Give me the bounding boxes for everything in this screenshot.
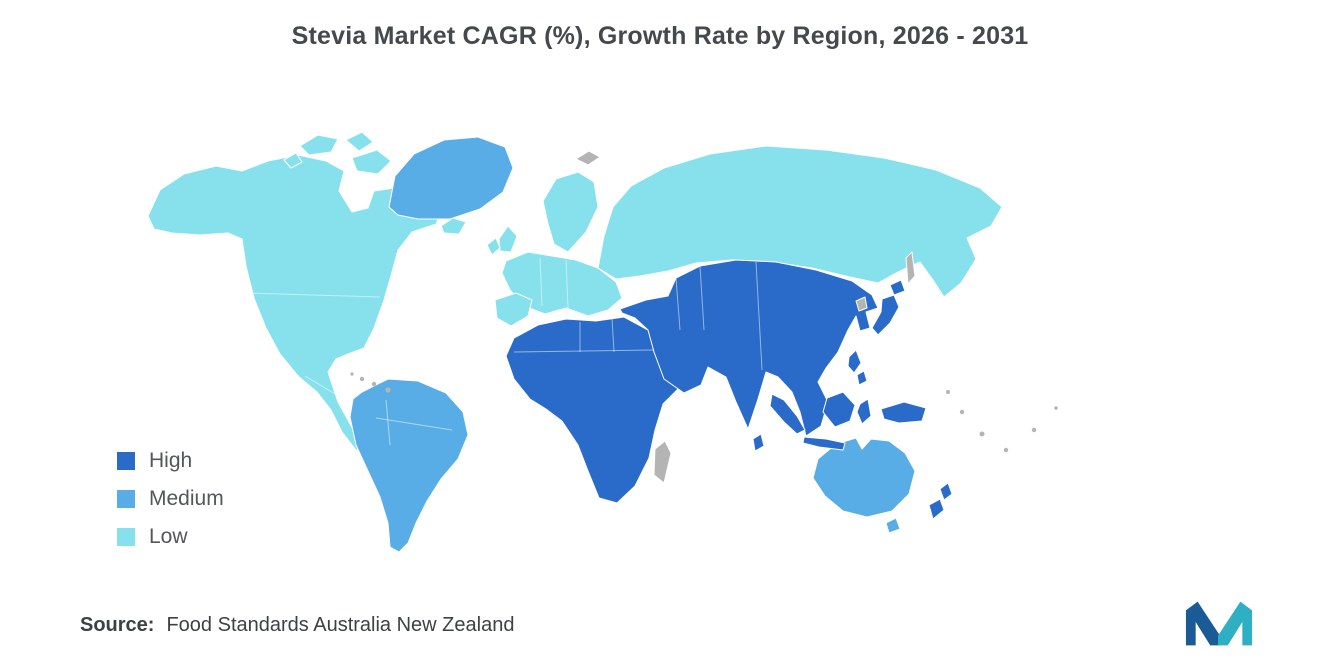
region-sumatra [769, 393, 806, 435]
legend-item-low: Low [117, 525, 224, 549]
source-line: Source: Food Standards Australia New Zeal… [80, 614, 514, 637]
legend-label-high: High [149, 449, 193, 472]
region-north-america [147, 154, 445, 453]
legend-item-high: High [117, 449, 224, 473]
region-australia [812, 437, 916, 518]
region-africa [505, 316, 692, 504]
region-borneo [822, 391, 856, 428]
region-new-guinea [880, 401, 927, 424]
source-text: Food Standards Australia New Zealand [166, 614, 515, 636]
region-iceland [440, 217, 467, 235]
region-new-zealand [928, 482, 953, 520]
legend-swatch-low-icon [117, 528, 135, 546]
mi-logo [1185, 601, 1253, 646]
region-madagascar [653, 440, 672, 484]
legend-swatch-high-icon [117, 452, 135, 470]
region-svalbard [575, 150, 601, 166]
page-title: Stevia Market CAGR (%), Growth Rate by R… [291, 22, 1029, 50]
region-sakhalin [905, 251, 916, 285]
legend-item-medium: Medium [117, 487, 224, 511]
region-sulawesi [856, 398, 872, 425]
logo-left-shape [1185, 601, 1220, 646]
region-scandinavia [542, 171, 599, 253]
legend-label-low: Low [149, 525, 188, 548]
legend-label-medium: Medium [149, 487, 224, 510]
legend-swatch-medium-icon [117, 490, 135, 508]
region-java [802, 436, 846, 451]
region-north-korea [855, 296, 868, 312]
region-south-america [349, 378, 469, 553]
source-label: Source: [80, 614, 155, 636]
region-united-kingdom [498, 225, 518, 253]
region-ireland [486, 237, 501, 256]
caribbean-islands [350, 372, 391, 393]
region-tasmania [885, 517, 901, 534]
region-japan [871, 279, 906, 336]
region-sri-lanka [752, 433, 765, 452]
pacific-islands [946, 390, 1058, 453]
logo-right-shape [1218, 601, 1253, 646]
region-arctic-islands [283, 131, 392, 175]
legend: High Medium Low [117, 449, 224, 549]
region-russia [597, 145, 1003, 298]
country-borders [245, 257, 763, 446]
region-iberia [494, 292, 533, 327]
region-philippines [847, 349, 868, 386]
region-greenland [388, 136, 514, 220]
